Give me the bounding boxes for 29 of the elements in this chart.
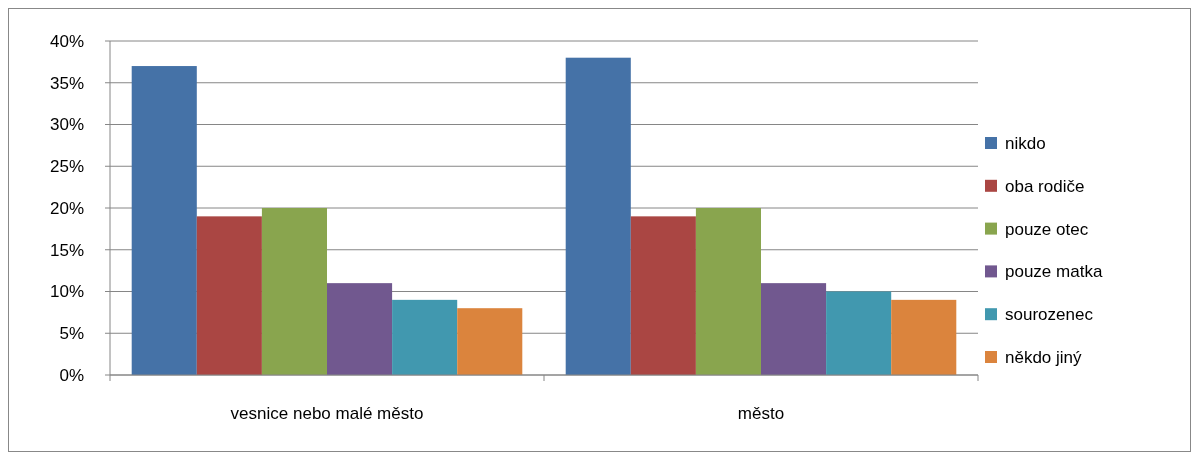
bar	[261, 208, 327, 375]
x-tick-label: vesnice nebo malé město	[230, 404, 424, 423]
y-tick-label: 35%	[49, 73, 84, 93]
y-tick-label: 0%	[59, 365, 84, 385]
y-tick-label: 40%	[49, 31, 84, 51]
y-tick-label: 15%	[49, 240, 84, 260]
y-tick-label: 20%	[49, 198, 84, 218]
bar	[761, 283, 827, 375]
legend-label: pouze otec	[1005, 219, 1089, 239]
legend-label: oba rodiče	[1005, 176, 1085, 196]
bar	[630, 216, 696, 375]
x-tick-label: město	[737, 404, 785, 423]
bar	[565, 57, 631, 375]
legend-label: někdo jiný	[1005, 347, 1083, 367]
legend-label: pouze matka	[1005, 262, 1103, 282]
bar	[457, 308, 523, 375]
y-tick-label: 25%	[49, 157, 84, 177]
y-tick-label: 10%	[49, 282, 84, 302]
legend-label: nikdo	[1005, 133, 1046, 153]
bar	[891, 299, 957, 375]
bar	[392, 299, 458, 375]
y-tick-label: 30%	[49, 115, 84, 135]
bar	[695, 208, 761, 375]
legend-label: sourozenec	[1005, 305, 1094, 325]
bar	[826, 291, 892, 375]
bar	[327, 283, 393, 375]
bar	[196, 216, 262, 375]
y-tick-label: 5%	[59, 324, 84, 344]
bar	[131, 66, 197, 375]
